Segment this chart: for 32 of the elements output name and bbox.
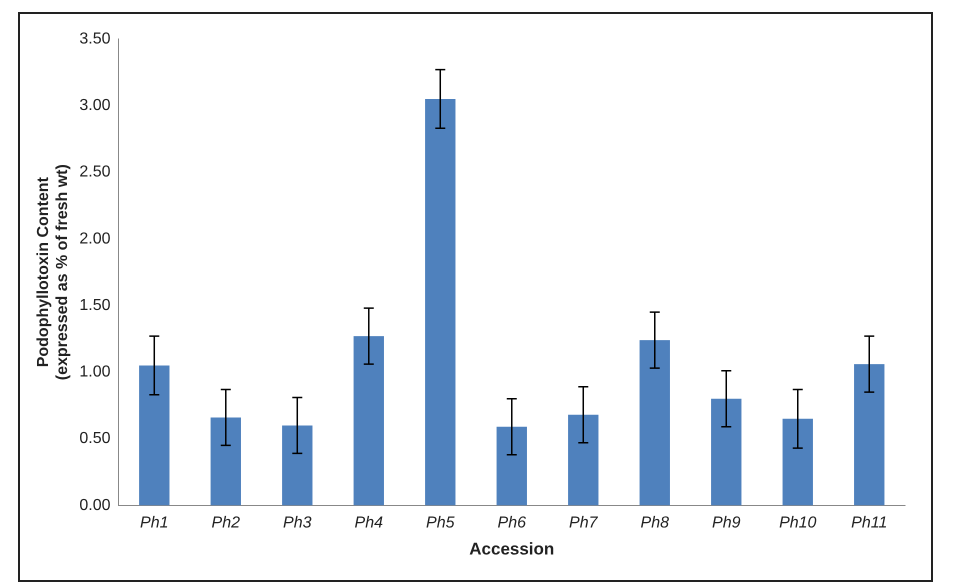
x-tick-label: Ph2 bbox=[212, 514, 240, 532]
y-tick-label: 1.50 bbox=[79, 296, 111, 314]
y-tick-label: 0.00 bbox=[79, 496, 111, 514]
y-tick-label: 2.50 bbox=[79, 164, 111, 181]
y-tick-label: 1.00 bbox=[79, 364, 111, 381]
y-axis-title: Podophyllotoxin Content (expressed as % of fresh wt) bbox=[35, 164, 72, 380]
x-axis-title: Accession bbox=[469, 539, 554, 558]
bar bbox=[782, 418, 813, 506]
bar bbox=[425, 98, 456, 506]
x-tick-label: Ph4 bbox=[354, 514, 384, 532]
x-tick-label: Ph7 bbox=[569, 514, 599, 532]
y-tick-label: 3.00 bbox=[79, 97, 111, 114]
bar bbox=[640, 340, 670, 506]
x-tick-label: Ph9 bbox=[712, 514, 741, 532]
x-tick-label: Ph6 bbox=[498, 514, 526, 532]
bar bbox=[282, 425, 312, 506]
y-tick-label: 3.50 bbox=[79, 30, 111, 48]
bar bbox=[568, 414, 598, 506]
x-tick-label: Ph11 bbox=[851, 514, 888, 532]
bar bbox=[711, 398, 742, 506]
y-tick-label: 2.00 bbox=[79, 230, 111, 248]
bar bbox=[139, 365, 170, 506]
bar bbox=[854, 364, 884, 506]
bar bbox=[354, 336, 384, 506]
x-tick-label: Ph1 bbox=[140, 514, 169, 532]
bar bbox=[210, 417, 241, 506]
x-tick-label: Ph10 bbox=[779, 514, 817, 532]
x-tick-label: Ph8 bbox=[640, 514, 670, 532]
bar bbox=[496, 426, 527, 506]
x-tick-label: Ph5 bbox=[426, 514, 455, 532]
y-tick-label: 0.50 bbox=[79, 430, 111, 448]
x-tick-label: Ph3 bbox=[283, 514, 312, 532]
